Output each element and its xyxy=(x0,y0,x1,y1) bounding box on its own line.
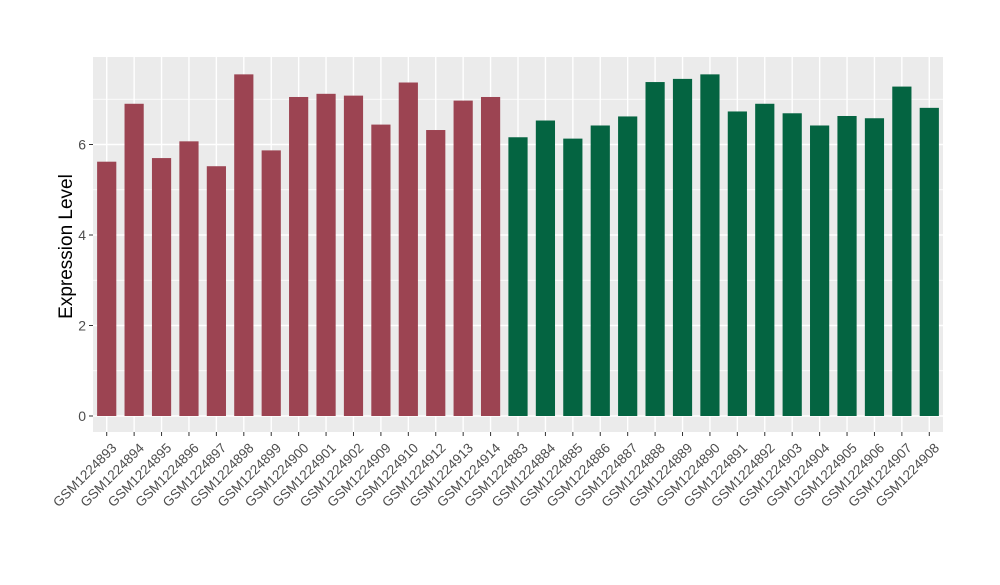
bar xyxy=(289,96,309,417)
y-axis: 0 2 4 6 xyxy=(78,137,93,424)
bar xyxy=(453,100,473,417)
y-tick-label: 2 xyxy=(78,318,86,334)
bar xyxy=(700,74,720,417)
bar xyxy=(398,82,418,416)
y-axis-label: Expression Level xyxy=(56,174,77,319)
bar xyxy=(97,161,117,416)
bar xyxy=(672,78,693,416)
bar xyxy=(563,138,583,416)
bar xyxy=(480,96,501,417)
y-tick-label: 0 xyxy=(78,408,86,424)
bar xyxy=(590,125,610,417)
bar xyxy=(151,158,172,416)
bar xyxy=(892,86,912,416)
y-tick-label: 4 xyxy=(78,227,86,243)
bar xyxy=(535,120,556,416)
bar xyxy=(864,118,885,416)
bar xyxy=(782,113,802,416)
bar xyxy=(343,95,364,416)
bar xyxy=(810,125,830,417)
bar xyxy=(234,74,254,417)
y-tick-label: 6 xyxy=(78,137,86,153)
x-axis: GSM1224893GSM1224894GSM1224895GSM1224896… xyxy=(50,432,942,510)
bar xyxy=(124,103,144,417)
bar xyxy=(206,166,226,416)
bar xyxy=(371,124,391,416)
bar xyxy=(837,115,857,417)
bar xyxy=(919,107,939,416)
bar xyxy=(755,103,775,417)
bars xyxy=(97,74,939,417)
bar xyxy=(508,137,528,416)
bar xyxy=(645,82,665,417)
bar xyxy=(426,130,446,416)
bar xyxy=(727,111,747,416)
bar xyxy=(261,150,281,416)
bar xyxy=(316,93,336,416)
bar xyxy=(179,141,199,416)
bar xyxy=(618,116,638,416)
